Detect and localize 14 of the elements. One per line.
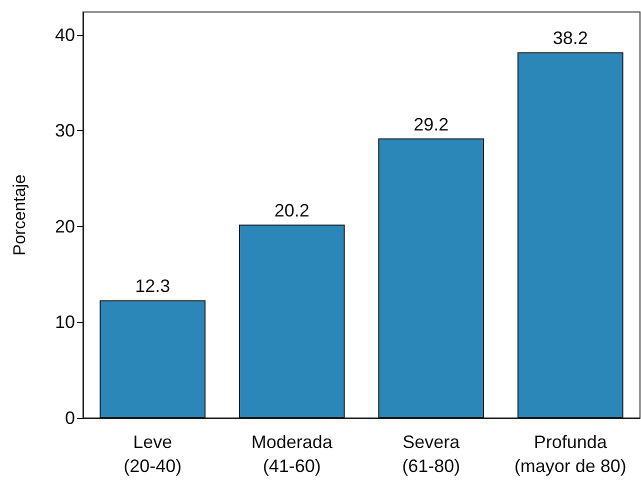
data-label: 29.2 [414,114,449,134]
data-label: 12.3 [135,276,170,296]
data-label: 38.2 [552,28,588,48]
y-tick-label: 0 [64,408,75,428]
y-axis-title: Porcentaje [10,174,29,256]
x-tick-label: Moderada (41-60) [251,432,334,476]
x-tick-label: Leve (20-40) [124,432,182,476]
data-label: 20.2 [274,200,310,221]
x-tick-label: Profunda (mayor de 80) [514,432,626,476]
y-tick-label: 40 [54,24,75,45]
x-tick-label: Severa (61-80) [402,432,461,476]
y-tick-label: 10 [54,312,75,332]
y-tick-label: 20 [54,216,75,236]
y-tick-label: 30 [54,120,75,141]
